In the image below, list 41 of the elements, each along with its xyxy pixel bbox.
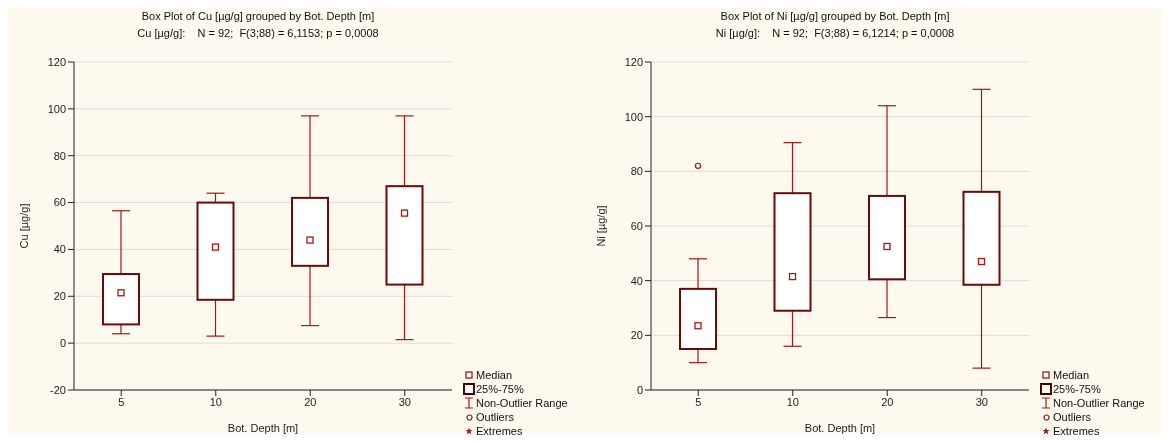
text: Extremes [476,425,523,437]
y-tick-label: 60 [630,219,643,232]
x-tick-label: 30 [975,395,988,408]
x-tick-label: 20 [881,395,894,408]
x-tick-label: 5 [118,395,125,408]
x-tick-label: 10 [209,395,222,408]
text: 25%-75% [1053,383,1101,395]
x-tick-label: 30 [398,395,411,408]
chart-subtitle: Cu [µg/g]: N = 92; F(3;88) = 6,1153; p = 0,0008 [136,27,380,39]
y-tick-label: 100 [624,110,643,123]
chart-subtitle: Ni [µg/g]: N = 92; F(3;88) = 6,1214; p = 0,0008 [714,27,956,39]
text: Outliers [1053,411,1091,423]
y-axis-title: Ni [µg/g] [594,205,607,247]
y-tick-label: 80 [53,149,66,162]
y-tick-label: 40 [53,243,66,256]
y-tick-label: 80 [630,165,643,178]
x-tick-label: 20 [304,395,317,408]
chart-title: Box Plot of Ni [µg/g] grouped by Bot. Depth [m] [719,10,951,22]
y-tick-label: 40 [630,274,643,287]
y-tick-label: 120 [47,55,66,68]
text: Median [1053,369,1090,381]
x-tick-label: 5 [695,395,702,408]
text: Extremes [1053,425,1100,437]
y-tick-label: 0 [636,383,643,396]
x-axis-title: Bot. Depth [m] [227,422,299,434]
y-tick-label: 0 [59,337,66,350]
y-tick-label: 100 [47,102,66,115]
text: Median [476,369,513,381]
chart-title: Box Plot of Cu [µg/g] grouped by Bot. Depth [m] [140,10,376,22]
x-tick-label: 10 [786,395,799,408]
y-tick-label: 120 [624,55,643,68]
y-tick-label: 20 [53,290,66,303]
text: 25%-75% [476,383,524,395]
x-axis-title: Bot. Depth [m] [804,422,876,434]
y-tick-label: 60 [53,196,66,209]
text: Non-Outlier Range [476,397,568,409]
text: Non-Outlier Range [1053,397,1145,409]
y-axis-title: Cu [µg/g] [17,203,30,249]
y-tick-label: 20 [630,329,643,342]
y-tick-label: -20 [50,383,66,396]
text: Outliers [476,411,514,423]
